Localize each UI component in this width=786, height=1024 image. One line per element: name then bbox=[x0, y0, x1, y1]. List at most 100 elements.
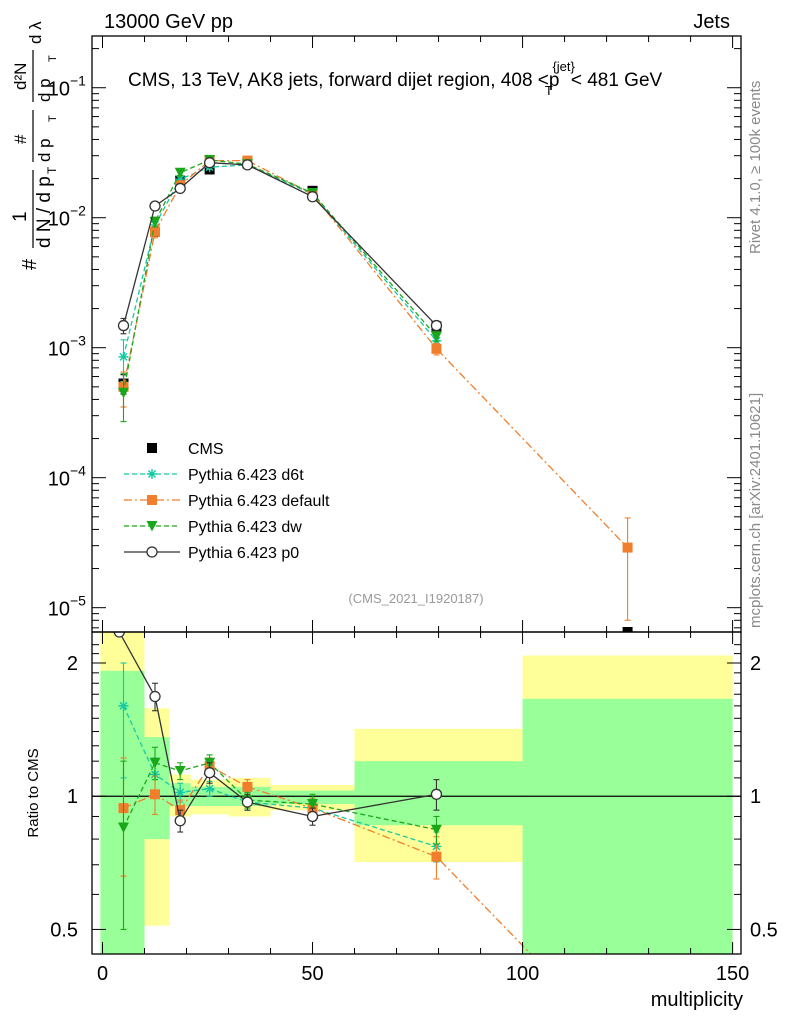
main-point-pythia-6-423-default bbox=[150, 226, 161, 237]
main-line-pythia-6-423-p0 bbox=[122, 162, 437, 327]
ratio-point-pythia-6-423-default bbox=[150, 789, 161, 800]
main-point-pythia-6-423-d6t bbox=[118, 351, 129, 362]
svg-text:T: T bbox=[45, 166, 59, 174]
legend-marker bbox=[146, 521, 158, 532]
x-axis-label: multiplicity bbox=[651, 989, 743, 1011]
main-line-pythia-6-423-default bbox=[122, 159, 629, 549]
ratio-plot-series bbox=[113, 632, 532, 954]
main-line-pythia-6-423-d6t bbox=[122, 164, 437, 358]
ratio-point-pythia-6-423-dw bbox=[149, 757, 161, 769]
legend-entry-cms: CMS bbox=[147, 441, 224, 458]
ratio-point-pythia-6-423-p0 bbox=[306, 810, 319, 823]
y-axis-label: # 1 d N / d p T # d p T d²N d p T d λ bbox=[10, 21, 59, 270]
main-point-pythia-6-423-dw bbox=[118, 387, 130, 399]
legend-label: Pythia 6.423 d6t bbox=[188, 467, 304, 484]
y-tick-label: 10 bbox=[48, 209, 70, 231]
header-category: Jets bbox=[693, 11, 730, 33]
ratio-point-pythia-6-423-p0 bbox=[241, 796, 254, 808]
main-point-pythia-6-423-default bbox=[622, 542, 633, 553]
main-series-pythia-6-423-dw bbox=[118, 154, 442, 423]
legend-marker bbox=[146, 546, 158, 558]
ratio-point-pythia-6-423-dw bbox=[174, 766, 186, 777]
main-point-cms bbox=[622, 627, 633, 632]
ratio-point-pythia-6-423-d6t bbox=[175, 787, 186, 798]
svg-text:d λ: d λ bbox=[26, 21, 45, 44]
legend-label: CMS bbox=[188, 441, 224, 458]
legend-entry-pythia-6-423-p0: Pythia 6.423 p0 bbox=[124, 545, 299, 562]
main-point-pythia-6-423-p0 bbox=[430, 319, 443, 332]
main-point-pythia-6-423-p0 bbox=[203, 157, 216, 169]
legend-marker bbox=[147, 469, 157, 479]
legend-label: Pythia 6.423 dw bbox=[188, 519, 302, 536]
ratio-plot-frame bbox=[91, 631, 742, 955]
band-green bbox=[144, 737, 170, 840]
ratio-point-pythia-6-423-d6t bbox=[204, 783, 215, 794]
svg-text:1: 1 bbox=[10, 211, 31, 222]
ratio-point-pythia-6-423-p0 bbox=[174, 815, 186, 827]
ratio-point-pythia-6-423-p0 bbox=[113, 632, 125, 638]
ratio-point-pythia-6-423-default bbox=[242, 781, 253, 792]
analysis-watermark: (CMS_2021_I1920187) bbox=[348, 591, 483, 606]
legend: CMS Pythia 6.423 d6t Pythia 6.423 default P… bbox=[124, 441, 330, 562]
main-point-pythia-6-423-d6t bbox=[175, 174, 186, 185]
main-point-pythia-6-423-p0 bbox=[306, 191, 319, 203]
y-tick-exponent: −2 bbox=[70, 203, 86, 219]
plot-frames bbox=[91, 35, 742, 955]
main-point-pythia-6-423-p0 bbox=[241, 159, 254, 171]
ratio-point-pythia-6-423-default bbox=[431, 851, 442, 862]
svg-text:#: # bbox=[11, 134, 30, 144]
main-series-pythia-6-423-d6t bbox=[118, 159, 442, 383]
y-tick-exponent: −4 bbox=[70, 463, 86, 479]
legend-entry-pythia-6-423-d6t: Pythia 6.423 d6t bbox=[124, 467, 304, 484]
legend-entry-pythia-6-423-dw: Pythia 6.423 dw bbox=[124, 519, 302, 536]
header-energy: 13000 GeV pp bbox=[104, 11, 233, 33]
main-point-pythia-6-423-p0 bbox=[174, 182, 186, 195]
svg-text:d p: d p bbox=[35, 78, 54, 102]
ratio-y-tick-label-right: 1 bbox=[750, 786, 761, 808]
y-tick-label: 10 bbox=[48, 339, 70, 361]
main-point-pythia-6-423-default bbox=[431, 343, 442, 354]
ratio-point-pythia-6-423-dw bbox=[430, 824, 442, 836]
x-tick-label: 100 bbox=[506, 963, 539, 985]
ratio-y-axis-label: Ratio to CMS bbox=[25, 748, 42, 837]
legend-entry-pythia-6-423-default: Pythia 6.423 default bbox=[124, 493, 330, 510]
x-tick-label: 150 bbox=[716, 963, 749, 985]
band-green bbox=[522, 698, 733, 954]
x-tick-label: 0 bbox=[97, 963, 108, 985]
rivet-version-label: Rivet 4.1.0, ≥ 100k events bbox=[747, 81, 764, 254]
ratio-y-tick-label: 2 bbox=[67, 653, 78, 675]
main-series-cms bbox=[118, 158, 633, 632]
main-point-pythia-6-423-dw bbox=[149, 216, 161, 228]
mcplots-label: mcplots.cern.ch [arXiv:2401.10621] bbox=[747, 393, 764, 628]
y-tick-label: 10 bbox=[48, 469, 70, 491]
y-tick-label: 10 bbox=[48, 79, 70, 101]
title-superscript: {jet} bbox=[552, 59, 575, 74]
svg-text:d p: d p bbox=[35, 138, 54, 162]
ratio-point-pythia-6-423-dw bbox=[118, 822, 130, 833]
main-point-pythia-6-423-dw bbox=[174, 167, 186, 179]
svg-text:T: T bbox=[47, 55, 59, 62]
legend-label: Pythia 6.423 default bbox=[188, 493, 330, 510]
ratio-point-pythia-6-423-dw bbox=[307, 799, 319, 810]
y-tick-exponent: −3 bbox=[70, 333, 86, 349]
svg-text:T: T bbox=[47, 115, 59, 122]
ratio-point-pythia-6-423-p0 bbox=[430, 788, 443, 800]
ratio-point-pythia-6-423-p0 bbox=[149, 690, 161, 703]
svg-text:d N / d p: d N / d p bbox=[34, 176, 55, 248]
y-tick-exponent: −5 bbox=[70, 593, 86, 609]
ratio-y-tick-label-right: 0.5 bbox=[750, 919, 778, 941]
main-plot-series bbox=[117, 154, 633, 632]
ratio-y-tick-label: 0.5 bbox=[50, 919, 78, 941]
ratio-series-pythia-6-423-p0 bbox=[113, 632, 443, 833]
main-series-pythia-6-423-p0 bbox=[117, 157, 443, 335]
x-tick-label: 50 bbox=[301, 963, 323, 985]
title-tail: < 481 GeV bbox=[571, 70, 663, 91]
y-tick-exponent: −1 bbox=[70, 73, 86, 89]
legend-marker bbox=[147, 495, 157, 505]
legend-marker bbox=[147, 443, 157, 453]
ratio-point-pythia-6-423-p0 bbox=[203, 767, 216, 779]
ratio-point-pythia-6-423-d6t bbox=[118, 700, 129, 711]
plot-title: CMS, 13 TeV, AK8 jets, forward dijet reg… bbox=[128, 59, 663, 98]
svg-text:#: # bbox=[19, 258, 41, 270]
